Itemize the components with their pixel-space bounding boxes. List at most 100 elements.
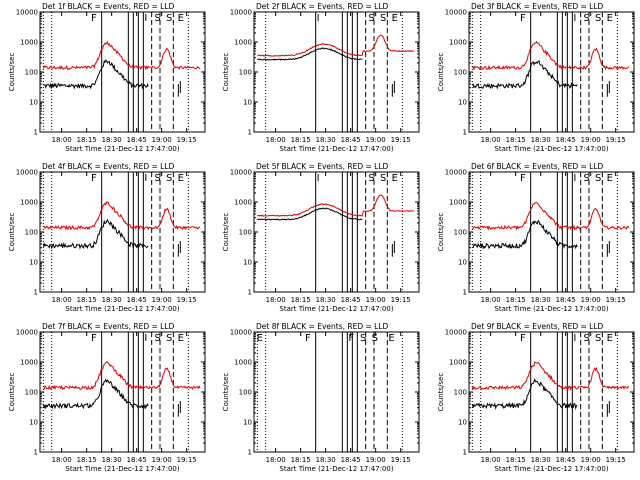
x-tick-label: 18:00 [52, 456, 72, 464]
x-tick-label: 18:15 [506, 296, 526, 304]
y-tick-label: 1000 [449, 39, 467, 47]
panel-title: Det 4f BLACK = Events, RED = LLD [42, 162, 175, 171]
y-tick-label: 1000 [234, 199, 252, 207]
x-tick-label: 18:15 [506, 456, 526, 464]
y-axis-label: Counts/sec [222, 213, 230, 252]
x-tick-label: 19:15 [177, 456, 197, 464]
x-tick-label: 18:30 [316, 456, 336, 464]
flag-letter: E [607, 13, 613, 24]
x-tick-label: 19:15 [391, 136, 411, 144]
y-axis-label: Counts/sec [437, 213, 445, 252]
panel-det-4f: Det 4f BLACK = Events, RED = LLD 1 10 100 10… [8, 162, 206, 313]
flag-letter: F [520, 13, 526, 24]
x-tick-label: 19:15 [606, 296, 626, 304]
y-tick-label: 1 [248, 289, 252, 297]
x-axis-label: Start Time (21-Dec-12 17:47:00) [494, 145, 608, 153]
flag-letter: S [583, 333, 589, 344]
lld-series-line [43, 201, 201, 231]
y-axis-label: Counts/sec [8, 53, 16, 92]
x-tick-label: 18:15 [291, 136, 311, 144]
x-axis-label: Start Time (21-Dec-12 17:47:00) [279, 145, 393, 153]
panel-title: Det 9f BLACK = Events, RED = LLD [471, 322, 604, 331]
x-tick-label: 19:00 [581, 296, 601, 304]
flag-letter: S [154, 333, 160, 344]
y-tick-label: 1 [34, 449, 38, 457]
panel-det-8f: Det 8f BLACK = Events, RED = LLD 1 10 100 10… [222, 322, 420, 473]
flag-letter: S [166, 13, 172, 24]
flag-letter: S [583, 13, 589, 24]
flag-letter: S [595, 173, 601, 184]
panel-title: Det 6f BLACK = Events, RED = LLD [471, 162, 604, 171]
events-series-line [472, 219, 578, 250]
y-tick-label: 1000 [449, 199, 467, 207]
panel-det-6f: Det 6f BLACK = Events, RED = LLD 1 10 100 10… [437, 162, 635, 313]
x-tick-label: 18:45 [127, 296, 147, 304]
x-tick-label: 18:15 [77, 296, 97, 304]
flag-letter: F [305, 333, 311, 344]
y-tick-label: 10 [243, 419, 252, 427]
lld-series-line [257, 34, 415, 57]
events-series-line [257, 47, 363, 61]
x-tick-label: 19:00 [366, 296, 386, 304]
x-tick-label: 18:00 [52, 296, 72, 304]
x-tick-label: 18:45 [127, 456, 147, 464]
events-blip [391, 241, 395, 257]
x-tick-label: 18:30 [316, 296, 336, 304]
y-tick-label: 1 [34, 129, 38, 137]
x-tick-label: 19:15 [606, 456, 626, 464]
y-tick-label: 1000 [234, 359, 252, 367]
events-series-line [42, 219, 149, 250]
events-series-line [43, 59, 149, 90]
y-axis-label: Counts/sec [222, 53, 230, 92]
x-tick-label: 18:00 [481, 456, 501, 464]
events-blip [606, 81, 610, 97]
flag-letter: S [372, 333, 378, 344]
y-tick-label: 100 [239, 389, 252, 397]
y-axis-label: Counts/sec [437, 373, 445, 412]
plot-frame [253, 11, 420, 133]
flag-letter: I [573, 13, 576, 24]
x-tick-label: 18:15 [77, 136, 97, 144]
plot-frame [468, 171, 635, 293]
x-axis-label: Start Time (21-Dec-12 17:47:00) [65, 145, 179, 153]
x-tick-label: 18:30 [531, 296, 551, 304]
x-tick-label: 19:00 [152, 296, 172, 304]
x-tick-label: 19:00 [366, 456, 386, 464]
panel-title: Det 1f BLACK = Events, RED = LLD [42, 2, 175, 11]
x-axis-label: Start Time (21-Dec-12 17:47:00) [494, 465, 608, 473]
flag-letter: I [144, 13, 147, 24]
x-tick-label: 18:00 [481, 296, 501, 304]
panel-title: Det 3f BLACK = Events, RED = LLD [471, 2, 604, 11]
x-tick-label: 19:00 [152, 456, 172, 464]
flag-letter: I [144, 333, 147, 344]
x-tick-label: 19:00 [581, 136, 601, 144]
flag-letter: F [91, 173, 97, 184]
flag-letter: S [166, 333, 172, 344]
events-blip [177, 241, 181, 257]
y-axis-label: Counts/sec [8, 213, 16, 252]
y-tick-label: 1 [248, 449, 252, 457]
y-tick-label: 10 [458, 419, 467, 427]
panel-title: Det 5f BLACK = Events, RED = LLD [256, 162, 389, 171]
flag-letter: S [154, 13, 160, 24]
flag-letter: S [368, 13, 374, 24]
flag-letter: I [317, 13, 320, 24]
y-axis-label: Counts/sec [8, 373, 16, 412]
x-tick-label: 18:45 [341, 456, 361, 464]
y-tick-label: 10000 [230, 9, 252, 17]
panel-title: Det 7f BLACK = Events, RED = LLD [42, 322, 175, 331]
y-axis-label: Counts/sec [437, 53, 445, 92]
flag-letter: E [392, 13, 398, 24]
y-tick-label: 10 [458, 99, 467, 107]
y-tick-label: 1000 [20, 39, 38, 47]
x-tick-label: 18:00 [52, 136, 72, 144]
y-tick-label: 10 [29, 419, 38, 427]
x-tick-label: 18:45 [556, 296, 576, 304]
plot-frame [468, 11, 635, 133]
events-series-line [471, 59, 578, 90]
flag-letter: I [573, 173, 576, 184]
y-tick-label: 10000 [16, 329, 38, 337]
y-tick-label: 1000 [234, 39, 252, 47]
y-tick-label: 10000 [16, 9, 38, 17]
